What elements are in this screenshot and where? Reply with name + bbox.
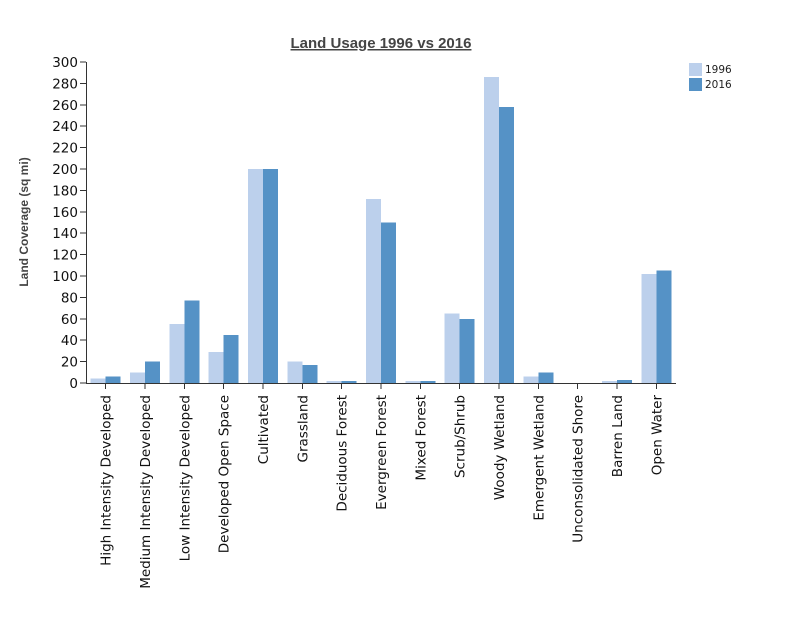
bar-1996-9	[444, 313, 460, 383]
y-tick-label: 120	[52, 248, 78, 264]
bar-1996-13	[602, 380, 617, 383]
bar-1996-8	[405, 380, 421, 383]
bar-2016-3	[223, 334, 239, 383]
bar-1996-14	[641, 273, 657, 383]
bar-1996-1	[130, 372, 145, 383]
y-tick-label: 180	[52, 183, 78, 199]
x-tick-label: Woody Wetland	[492, 395, 508, 500]
legend-swatch-1996	[689, 63, 702, 76]
bar-2016-5	[302, 364, 318, 383]
x-tick-label: Medium Intensity Developed	[138, 395, 154, 589]
x-tick-label: Mixed Forest	[413, 395, 429, 481]
y-tick-label: 20	[61, 355, 78, 371]
bar-2016-11	[538, 372, 554, 383]
legend: 1996 2016	[689, 63, 732, 91]
x-tick-label: Unconsolidated Shore	[571, 395, 587, 543]
y-axis-label: Land Coverage (sq mi)	[17, 157, 31, 286]
bar-1996-5	[287, 361, 303, 383]
y-tick-label: 160	[52, 205, 78, 221]
bars-group	[90, 76, 672, 383]
chart-title: Land Usage 1996 vs 2016	[291, 35, 472, 52]
x-tick-label: Grassland	[295, 395, 311, 463]
bar-1996-7	[366, 198, 381, 383]
y-tick-label: 300	[52, 55, 78, 71]
bar-1996-6	[326, 380, 342, 383]
bar-2016-2	[184, 300, 200, 383]
bar-2016-10	[499, 106, 514, 383]
y-tick-label: 80	[61, 290, 78, 306]
legend-label-1996: 1996	[705, 64, 732, 76]
y-tick-label: 60	[61, 312, 78, 328]
bar-1996-0	[90, 378, 106, 383]
bar-1996-3	[208, 351, 224, 383]
y-tick-label: 40	[61, 333, 78, 349]
bar-1996-4	[248, 169, 263, 383]
y-tick-label: 0	[69, 376, 78, 392]
x-tick-label: Developed Open Space	[217, 395, 233, 553]
bar-2016-7	[381, 222, 396, 383]
x-tick-label: Low Intensity Developed	[177, 395, 193, 561]
bar-2016-14	[656, 270, 672, 383]
bar-1996-2	[169, 324, 185, 383]
y-axis-ticks: 0 20 40 60 80 100 120 140 160 180 200 220 240 260 280 3…	[52, 55, 86, 392]
legend-label-2016: 2016	[705, 79, 732, 91]
x-tick-label: Deciduous Forest	[335, 395, 351, 512]
y-tick-label: 260	[52, 98, 78, 114]
bar-2016-9	[459, 318, 475, 383]
x-tick-label: Emergent Wetland	[531, 395, 547, 521]
x-tick-label: Cultivated	[256, 395, 272, 464]
bar-2016-13	[617, 379, 632, 383]
bar-2016-6	[341, 380, 357, 383]
bar-2016-4	[263, 169, 278, 383]
bar-2016-0	[105, 376, 121, 383]
x-tick-label: Evergreen Forest	[374, 395, 390, 510]
x-tick-label: Barren Land	[610, 395, 626, 477]
x-tick-label: Scrub/Shrub	[453, 395, 469, 478]
legend-swatch-2016	[689, 78, 702, 91]
y-tick-label: 280	[52, 76, 78, 92]
y-tick-label: 100	[52, 269, 78, 285]
x-tick-label: High Intensity Developed	[99, 395, 115, 566]
bar-2016-1	[145, 361, 160, 383]
y-tick-label: 140	[52, 226, 78, 242]
bar-1996-11	[523, 376, 539, 383]
bar-2016-8	[420, 380, 436, 383]
bar-1996-10	[484, 76, 499, 383]
y-tick-label: 240	[52, 119, 78, 135]
x-tick-label: Open Water	[649, 395, 665, 476]
y-tick-label: 220	[52, 141, 78, 157]
x-axis-ticks: High Intensity Developed Medium Intensity…	[99, 383, 665, 589]
y-tick-label: 200	[52, 162, 78, 178]
